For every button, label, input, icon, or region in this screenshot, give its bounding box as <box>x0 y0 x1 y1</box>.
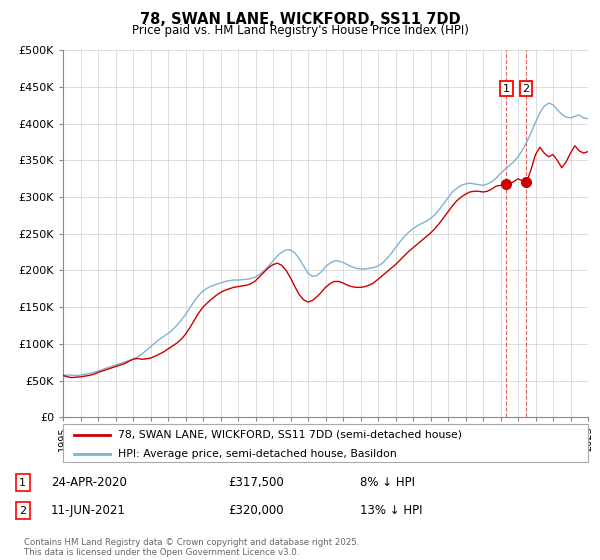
Text: £317,500: £317,500 <box>228 476 284 489</box>
Text: 11-JUN-2021: 11-JUN-2021 <box>51 504 126 517</box>
Text: 13% ↓ HPI: 13% ↓ HPI <box>360 504 422 517</box>
Text: 8% ↓ HPI: 8% ↓ HPI <box>360 476 415 489</box>
Text: 1: 1 <box>19 478 26 488</box>
Text: £320,000: £320,000 <box>228 504 284 517</box>
Text: 78, SWAN LANE, WICKFORD, SS11 7DD: 78, SWAN LANE, WICKFORD, SS11 7DD <box>140 12 460 27</box>
Text: HPI: Average price, semi-detached house, Basildon: HPI: Average price, semi-detached house,… <box>118 449 397 459</box>
Text: 2: 2 <box>523 83 529 94</box>
Text: 24-APR-2020: 24-APR-2020 <box>51 476 127 489</box>
Text: Contains HM Land Registry data © Crown copyright and database right 2025.
This d: Contains HM Land Registry data © Crown c… <box>24 538 359 557</box>
Text: 78, SWAN LANE, WICKFORD, SS11 7DD (semi-detached house): 78, SWAN LANE, WICKFORD, SS11 7DD (semi-… <box>118 430 462 440</box>
Text: 2: 2 <box>19 506 26 516</box>
Text: Price paid vs. HM Land Registry's House Price Index (HPI): Price paid vs. HM Land Registry's House … <box>131 24 469 36</box>
Text: 1: 1 <box>503 83 510 94</box>
